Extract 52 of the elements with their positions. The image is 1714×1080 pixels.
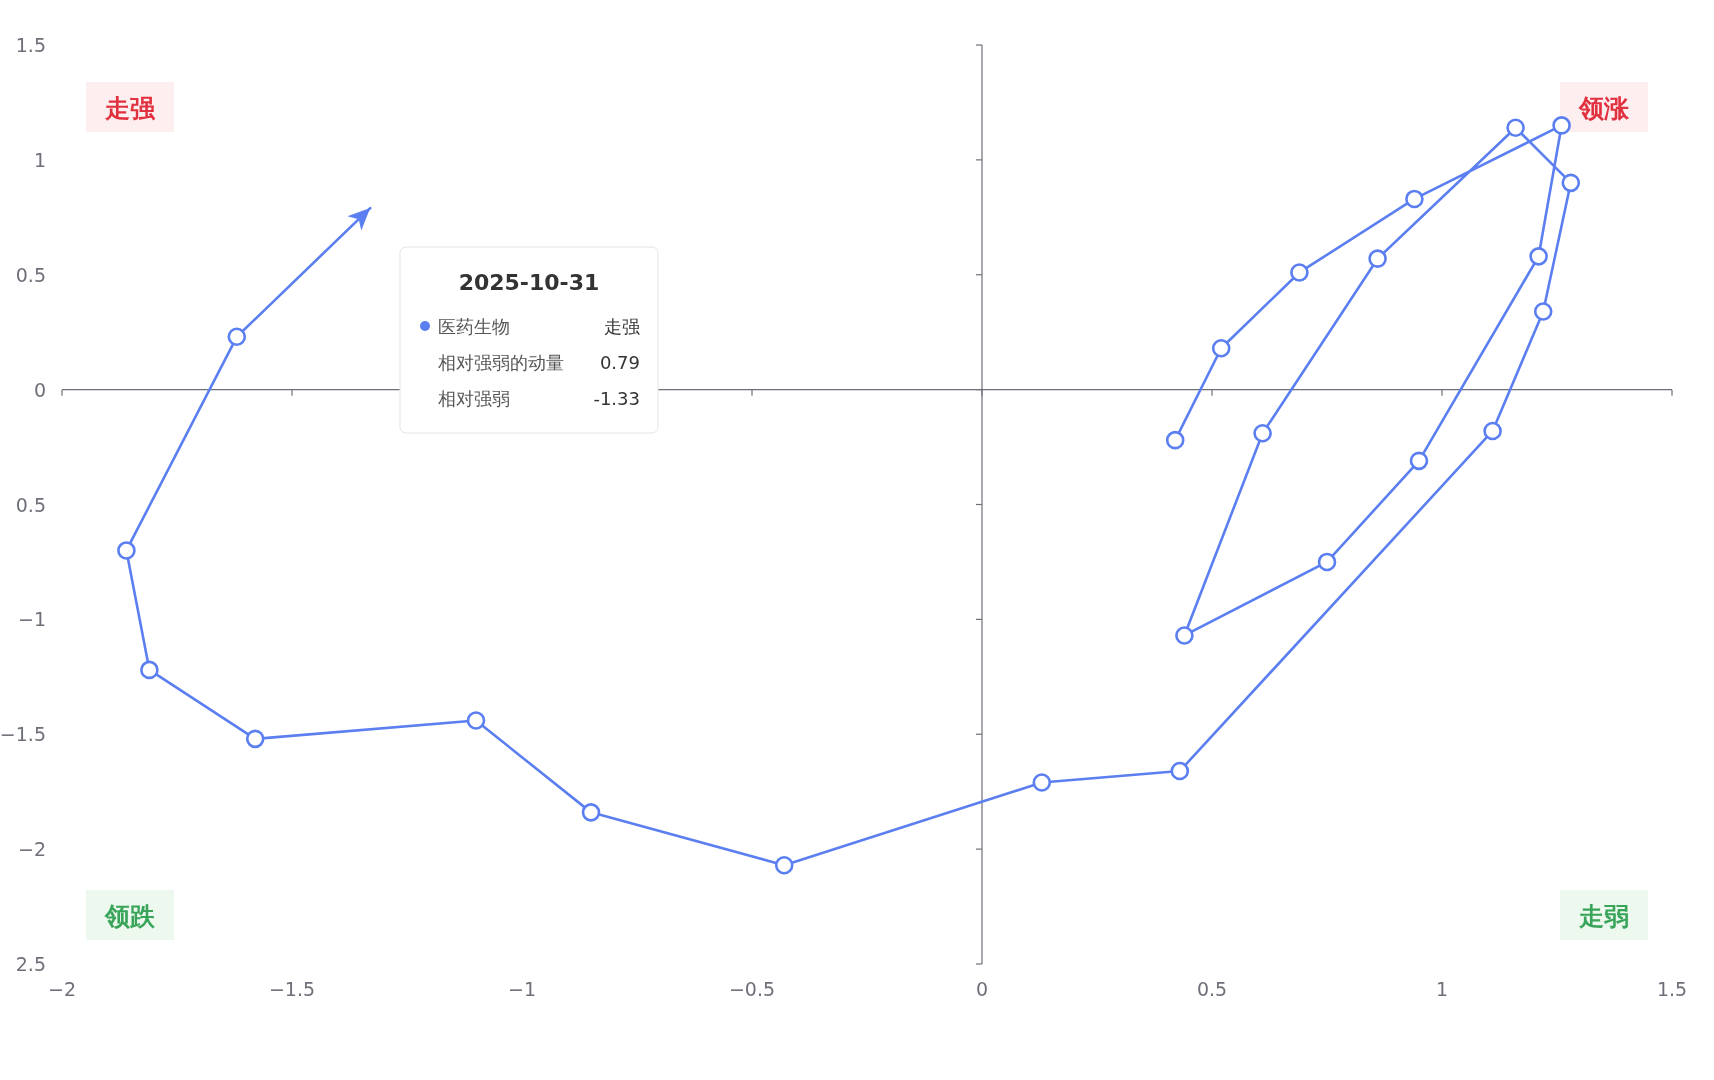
point	[1175, 626, 1194, 645]
point	[774, 855, 794, 875]
annotation: 领涨	[1578, 94, 1630, 123]
y-tick-label: −1.5	[0, 723, 46, 746]
y-tick-label: 1.5	[15, 34, 46, 56]
point	[245, 729, 265, 749]
point	[1561, 173, 1581, 193]
annotation: 2025-10-31	[458, 270, 600, 295]
x-tick-label: 1.5	[1656, 978, 1688, 1000]
point	[1409, 451, 1429, 471]
annotation: 0.79	[599, 352, 640, 373]
point	[227, 327, 247, 347]
annotation: 相对强弱的动量	[438, 352, 564, 373]
point	[1552, 116, 1571, 135]
point	[140, 660, 159, 680]
point	[1483, 421, 1502, 441]
point	[1405, 189, 1424, 209]
point	[1211, 338, 1231, 358]
point	[1170, 761, 1190, 781]
point	[1506, 118, 1525, 138]
y-tick-label: 2.5	[15, 953, 46, 975]
annotation: 相对强弱	[438, 388, 510, 409]
point	[1368, 249, 1387, 268]
x-tick-label: −1	[507, 978, 537, 1000]
point	[1253, 423, 1272, 443]
point	[1529, 247, 1548, 266]
annotation: -1.33	[593, 388, 640, 409]
point	[1290, 263, 1309, 282]
point	[1165, 430, 1185, 450]
y-tick-label: 1	[33, 148, 46, 171]
point	[581, 803, 601, 822]
x-tick-label: 1	[1435, 978, 1449, 1000]
y-tick-label: 0	[33, 378, 46, 401]
point	[117, 541, 136, 560]
y-tick-label: −2	[17, 838, 46, 861]
x-tick-label: −0.5	[728, 978, 776, 1000]
annotation: 领跌	[104, 902, 156, 931]
x-tick-label: 0	[975, 978, 989, 1000]
point	[466, 711, 486, 730]
legend-label: 医药生物	[438, 316, 510, 337]
x-tick-label: 0.5	[1196, 978, 1228, 1000]
annotation: 走强	[604, 316, 640, 337]
x-tick-label: −2	[47, 978, 77, 1000]
point	[1317, 552, 1337, 572]
annotation: 走强	[104, 94, 156, 123]
y-tick-label: 0.5	[15, 263, 46, 286]
x-tick-label: −1.5	[268, 978, 316, 1000]
y-tick-label: 0.5	[15, 493, 46, 516]
annotation: 走弱	[1578, 902, 1629, 931]
point	[1533, 302, 1553, 321]
point	[1032, 773, 1052, 792]
y-tick-label: −1	[17, 608, 46, 631]
